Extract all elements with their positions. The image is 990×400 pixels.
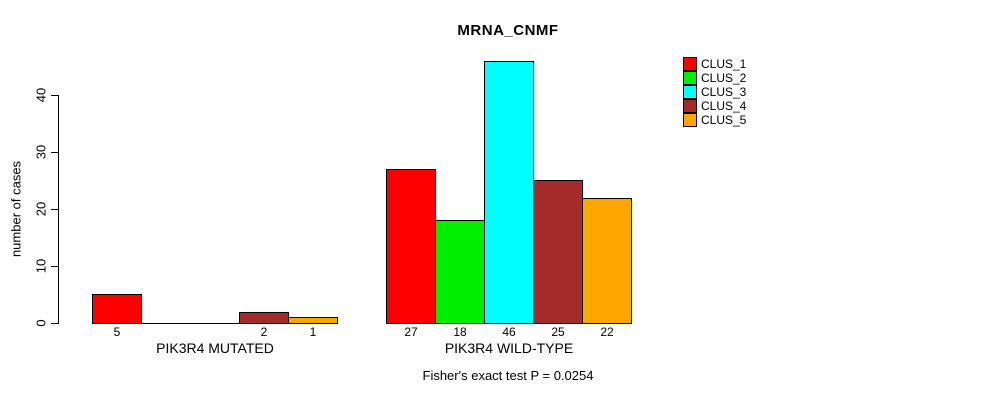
- bar-value-label: 22: [600, 325, 614, 339]
- legend-item-clus-4: CLUS_4: [683, 99, 746, 113]
- legend-swatch: [683, 113, 697, 127]
- bar-value-label: 27: [404, 325, 418, 339]
- legend-swatch: [683, 85, 697, 99]
- bar-value-label: 25: [551, 325, 565, 339]
- bar-clus-2-pik3r4-wild-type: [435, 220, 485, 324]
- bar-clus-3-pik3r4-wild-type: [484, 61, 534, 324]
- y-tick-label: 40: [33, 87, 49, 103]
- legend-swatch: [683, 99, 697, 113]
- legend-item-clus-3: CLUS_3: [683, 85, 746, 99]
- bar-clus-4-pik3r4-mutated: [239, 312, 289, 324]
- bar-clus-4-pik3r4-wild-type: [533, 180, 583, 324]
- legend: CLUS_1 CLUS_2 CLUS_3 CLUS_4 CLUS_5: [683, 57, 746, 127]
- legend-item-clus-5: CLUS_5: [683, 113, 746, 127]
- y-tick-label: 20: [33, 201, 49, 217]
- legend-label: CLUS_1: [701, 57, 747, 71]
- legend-label: CLUS_5: [701, 113, 747, 127]
- chart-title: MRNA_CNMF: [457, 22, 559, 39]
- bar-clus-1-pik3r4-wild-type: [386, 169, 436, 324]
- legend-label: CLUS_2: [701, 71, 747, 85]
- x-axis-baseline: [92, 323, 338, 324]
- legend-swatch: [683, 57, 697, 71]
- legend-item-clus-2: CLUS_2: [683, 71, 746, 85]
- bar-clus-5-pik3r4-mutated: [288, 317, 338, 324]
- legend-swatch: [683, 71, 697, 85]
- bar-value-label: 2: [260, 325, 268, 339]
- legend-label: CLUS_4: [701, 99, 747, 113]
- y-tick-label: 10: [33, 258, 49, 274]
- y-tick-label: 0: [33, 319, 49, 327]
- y-tick: [51, 323, 58, 324]
- y-tick: [51, 266, 58, 267]
- y-tick: [51, 152, 58, 153]
- bar-value-label: 46: [502, 325, 516, 339]
- bar-value-label: 18: [453, 325, 467, 339]
- y-tick: [51, 209, 58, 210]
- bar-clus-5-pik3r4-wild-type: [582, 198, 632, 324]
- legend-item-clus-1: CLUS_1: [683, 57, 746, 71]
- bar-clus-1-pik3r4-mutated: [92, 294, 142, 324]
- y-tick-label: 30: [33, 144, 49, 160]
- legend-label: CLUS_3: [701, 85, 747, 99]
- group-label: PIK3R4 WILD-TYPE: [444, 340, 574, 356]
- y-axis-title: number of cases: [8, 160, 24, 258]
- bar-value-label: 1: [309, 325, 317, 339]
- group-label: PIK3R4 MUTATED: [156, 340, 274, 356]
- y-tick: [51, 95, 58, 96]
- bar-value-label: 5: [113, 325, 121, 339]
- y-axis-line: [58, 95, 59, 324]
- annotation-text: Fisher's exact test P = 0.0254: [422, 368, 594, 383]
